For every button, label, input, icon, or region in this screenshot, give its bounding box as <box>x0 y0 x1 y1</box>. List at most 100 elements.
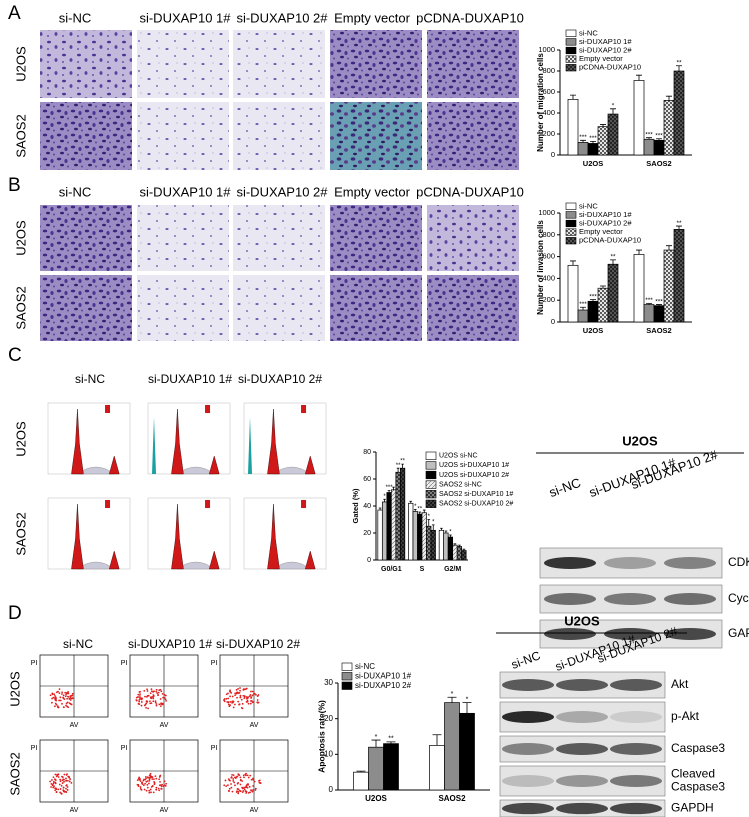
column-header: pCDNA-DUXAP10 <box>416 184 524 199</box>
bar <box>673 229 685 323</box>
event-dot <box>152 791 155 794</box>
bar <box>386 492 392 561</box>
legend-swatch <box>565 211 577 219</box>
event-dot <box>258 779 261 782</box>
flow-axis-label: AV <box>250 807 259 814</box>
column-header: si-DUXAP10 2# <box>238 372 322 386</box>
bar <box>368 746 384 791</box>
event-dot <box>151 778 154 781</box>
event-dot <box>229 689 232 692</box>
bar <box>673 70 685 156</box>
y-tick-label: 0 <box>329 785 334 794</box>
g2-peak <box>208 455 220 475</box>
error-bar <box>580 139 586 143</box>
event-dot <box>51 693 54 696</box>
event-dot <box>231 773 233 776</box>
event-dot <box>149 788 152 791</box>
event-dot <box>249 702 252 705</box>
micrograph <box>40 102 132 170</box>
blot-band <box>664 557 716 569</box>
bar <box>399 467 406 561</box>
event-dot <box>231 695 234 698</box>
event-dot <box>159 775 162 777</box>
significance-label: *** <box>579 301 587 308</box>
event-dot <box>58 692 61 695</box>
event-dot <box>139 778 142 780</box>
event-dot <box>139 786 142 788</box>
blot-band <box>610 802 662 815</box>
bar <box>443 532 449 561</box>
error-bar <box>432 734 442 746</box>
error-bar <box>444 530 448 533</box>
g1-peak <box>267 408 280 475</box>
event-dot <box>239 687 241 689</box>
micrograph <box>330 205 422 271</box>
event-dot <box>250 696 253 698</box>
x-tick-label: U2OS <box>583 159 603 168</box>
error-bar <box>636 249 642 255</box>
histogram-frame <box>243 497 327 570</box>
event-dot <box>149 772 152 775</box>
x-tick-label: U2OS <box>583 326 603 335</box>
event-dot <box>142 784 145 787</box>
event-dot <box>65 779 68 782</box>
event-dot <box>152 700 155 703</box>
flow-axis-label: AV <box>70 807 79 814</box>
event-dot <box>146 786 149 789</box>
error-bar <box>676 65 682 71</box>
event-dot <box>257 701 260 704</box>
error-bar <box>409 500 413 504</box>
event-dot <box>70 782 73 784</box>
micrograph <box>137 275 229 341</box>
significance-label: *** <box>645 297 653 304</box>
blot-band <box>664 593 716 605</box>
significance-label: ** <box>676 220 682 227</box>
error-bar <box>666 95 672 101</box>
y-tick-label: 200 <box>542 129 555 138</box>
event-dot <box>227 692 229 695</box>
bar <box>381 501 388 561</box>
event-dot <box>227 701 230 703</box>
event-dot <box>150 696 152 699</box>
event-dot <box>252 701 255 703</box>
event-dot <box>235 776 238 779</box>
panel-letter: C <box>8 345 22 366</box>
legend-swatch <box>565 46 577 55</box>
event-dot <box>139 695 141 697</box>
x-tick-label: SAOS2 <box>646 159 671 168</box>
y-tick-label: 0 <box>551 150 555 159</box>
event-dot <box>158 778 161 781</box>
event-dot <box>162 696 164 699</box>
event-dot <box>161 703 163 706</box>
event-dot <box>245 687 248 690</box>
micrograph <box>40 30 132 98</box>
event-dot <box>154 775 157 778</box>
event-dot <box>159 698 162 700</box>
bar <box>452 544 458 561</box>
event-dot <box>160 787 163 790</box>
bar <box>633 254 645 323</box>
event-dot <box>63 790 66 792</box>
event-dot <box>234 694 236 697</box>
event-dot <box>144 782 147 785</box>
event-dot <box>153 780 155 783</box>
bar <box>447 536 454 561</box>
event-dot <box>154 700 157 703</box>
event-dot <box>229 701 232 703</box>
legend-label: si-DUXAP10 1# <box>579 37 632 46</box>
event-dot <box>136 783 139 786</box>
g2-peak <box>304 550 316 570</box>
significance-label: * <box>428 514 431 520</box>
error-bar <box>600 285 606 289</box>
micrograph <box>330 275 422 341</box>
event-dot <box>65 784 68 787</box>
g1-peak <box>171 503 184 570</box>
event-dot <box>229 704 232 707</box>
legend-label: pCDNA-DUXAP10 <box>579 63 641 72</box>
event-dot <box>64 695 67 698</box>
event-dot <box>156 692 159 694</box>
event-dot <box>68 780 71 783</box>
event-dot <box>163 693 166 696</box>
event-dot <box>234 692 237 695</box>
y-tick-label: 600 <box>542 252 555 261</box>
